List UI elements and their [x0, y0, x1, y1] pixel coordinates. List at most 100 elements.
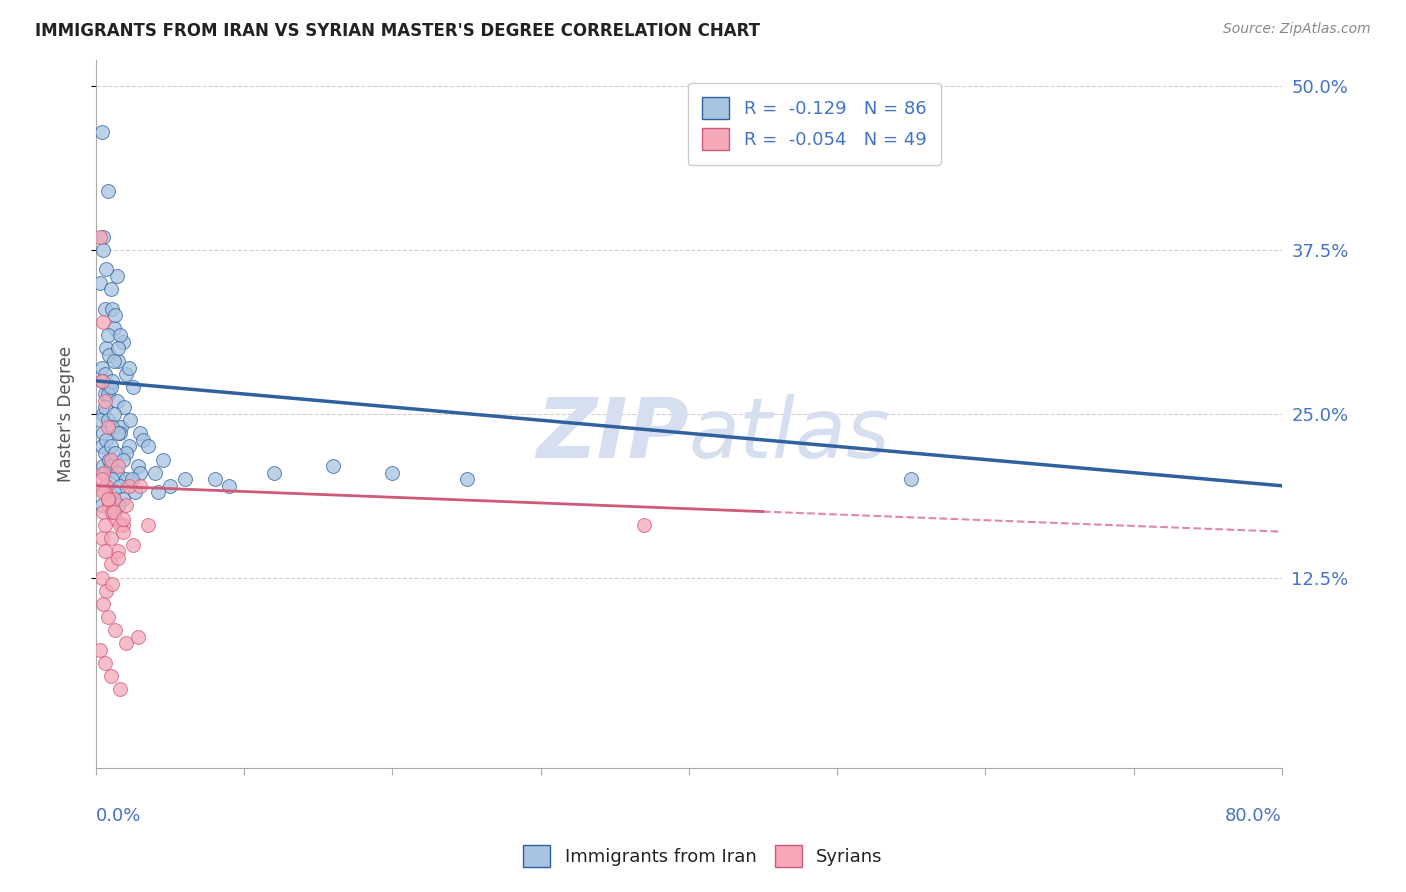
Point [107, 426, 129, 441]
Point [103, 407, 125, 421]
Point [117, 439, 139, 453]
Point [117, 360, 139, 375]
Text: atlas: atlas [689, 394, 890, 475]
Point [96, 341, 118, 355]
Point [97, 491, 120, 506]
Point [107, 544, 129, 558]
Point [114, 472, 136, 486]
Point [89, 276, 111, 290]
Point [218, 479, 240, 493]
Point [120, 413, 142, 427]
Point [111, 491, 134, 506]
Point [96, 433, 118, 447]
Point [114, 636, 136, 650]
Point [456, 472, 478, 486]
Point [204, 472, 226, 486]
Point [100, 452, 122, 467]
Point [121, 472, 143, 486]
Point [108, 479, 131, 493]
Point [124, 485, 146, 500]
Point [93, 485, 115, 500]
Point [111, 511, 134, 525]
Point [91, 374, 114, 388]
Text: IMMIGRANTS FROM IRAN VS SYRIAN MASTER'S DEGREE CORRELATION CHART: IMMIGRANTS FROM IRAN VS SYRIAN MASTER'S … [35, 22, 761, 40]
Point [98, 491, 121, 506]
Point [100, 439, 122, 453]
Point [114, 446, 136, 460]
Point [94, 544, 117, 558]
Point [96, 262, 118, 277]
Point [94, 387, 117, 401]
Point [105, 268, 128, 283]
Point [91, 125, 114, 139]
Point [93, 505, 115, 519]
Point [91, 374, 114, 388]
Point [129, 426, 152, 441]
Point [129, 466, 152, 480]
Point [103, 321, 125, 335]
Legend: Immigrants from Iran, Syrians: Immigrants from Iran, Syrians [516, 838, 890, 874]
Point [108, 328, 131, 343]
Point [127, 459, 149, 474]
Point [89, 229, 111, 244]
Point [900, 472, 922, 486]
Point [111, 518, 134, 533]
Point [94, 400, 117, 414]
Point [105, 466, 128, 480]
Point [174, 472, 197, 486]
Y-axis label: Master's Degree: Master's Degree [58, 345, 75, 482]
Point [101, 301, 124, 316]
Point [159, 479, 181, 493]
Point [93, 315, 115, 329]
Point [94, 485, 117, 500]
Point [263, 466, 285, 480]
Point [97, 491, 120, 506]
Point [108, 518, 131, 533]
Text: 0.0%: 0.0% [96, 806, 142, 824]
Point [100, 380, 122, 394]
Point [105, 393, 128, 408]
Point [93, 243, 115, 257]
Point [89, 413, 111, 427]
Point [108, 681, 131, 696]
Point [107, 341, 129, 355]
Point [101, 577, 124, 591]
Point [114, 368, 136, 382]
Point [122, 380, 145, 394]
Point [104, 446, 127, 460]
Point [94, 518, 117, 533]
Point [91, 499, 114, 513]
Text: 80.0%: 80.0% [1225, 806, 1282, 824]
Point [103, 491, 125, 506]
Point [633, 518, 655, 533]
Point [97, 610, 120, 624]
Point [93, 407, 115, 421]
Point [152, 452, 174, 467]
Point [108, 426, 131, 441]
Point [91, 439, 114, 453]
Point [111, 452, 134, 467]
Point [129, 479, 152, 493]
Point [101, 472, 124, 486]
Point [107, 499, 129, 513]
Point [94, 393, 117, 408]
Point [103, 485, 125, 500]
Legend: R =  -0.129   N = 86, R =  -0.054   N = 49: R = -0.129 N = 86, R = -0.054 N = 49 [688, 83, 941, 165]
Point [107, 459, 129, 474]
Point [98, 499, 121, 513]
Point [104, 623, 127, 637]
Point [97, 491, 120, 506]
Point [110, 419, 132, 434]
Point [136, 518, 159, 533]
Point [93, 426, 115, 441]
Point [111, 334, 134, 349]
Point [100, 558, 122, 572]
Point [107, 550, 129, 565]
Point [97, 328, 120, 343]
Point [91, 360, 114, 375]
Point [91, 531, 114, 545]
Point [132, 433, 155, 447]
Point [97, 419, 120, 434]
Point [100, 669, 122, 683]
Point [94, 466, 117, 480]
